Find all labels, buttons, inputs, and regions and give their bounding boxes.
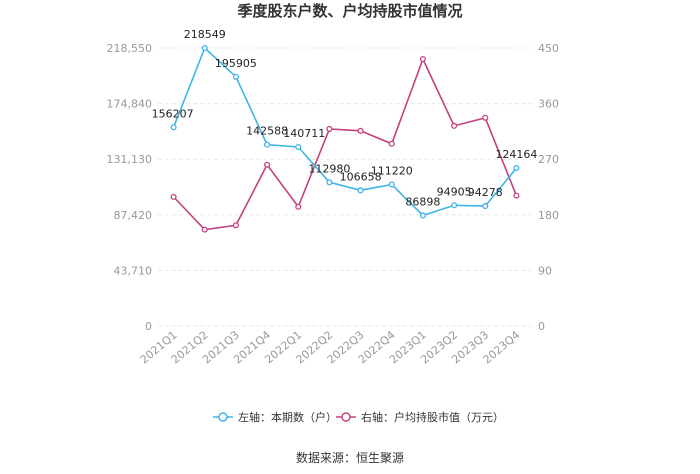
gridlines [158,47,532,327]
left-series-point[interactable] [295,143,302,151]
left-series-point[interactable] [201,44,208,52]
x-axis-ticks: 2021Q12021Q22021Q32021Q42022Q12022Q22022… [138,328,523,366]
right-axis-tick-label: 90 [538,264,552,277]
right-axis-tick-label: 0 [538,320,545,333]
left-series-line [172,46,518,217]
right-series-point[interactable] [419,56,426,63]
data-label: 112980 [308,162,350,175]
legend-item-left-series[interactable]: 左轴：本期数（户） [213,410,337,424]
left-axis-tick-label: 87,420 [114,209,153,222]
left-series-point[interactable] [419,212,426,219]
right-series-point[interactable] [388,140,395,147]
left-series-point[interactable] [232,73,239,80]
left-series-point[interactable] [451,202,458,209]
left-series-point[interactable] [482,203,489,210]
data-label: 111220 [371,165,413,178]
legend-item-right-series[interactable]: 右轴：户均持股市值（万元） [336,410,504,424]
source-text: 数据来源：恒生聚源 [296,450,404,465]
left-series-point[interactable] [264,141,271,148]
left-axis-tick-label: 43,710 [114,264,153,277]
legend[interactable]: 左轴：本期数（户） 右轴：户均持股市值（万元） [213,410,504,424]
left-series-point[interactable] [326,179,333,186]
data-label: 124164 [495,148,537,161]
left-axis-tick-label: 218,550 [107,42,153,55]
legend-swatch-marker [341,412,351,422]
right-axis-tick-label: 360 [538,98,559,111]
right-axis-tick-label: 270 [538,153,559,166]
right-series-point[interactable] [170,193,177,200]
legend-label: 左轴：本期数（户） [238,410,337,424]
left-series-point[interactable] [357,187,364,194]
right-series-point[interactable] [513,192,520,199]
left-axis-tick-label: 0 [145,320,152,333]
right-series-line [173,57,518,231]
right-series-point[interactable] [451,122,458,129]
data-label: 218549 [184,28,226,41]
chart-title: 季度股东户数、户均持股市值情况 [237,2,462,20]
data-label: 140711 [283,127,325,140]
left-series-point[interactable] [513,165,520,172]
data-label: 156207 [152,107,194,120]
right-series-point[interactable] [232,222,239,229]
right-series-point[interactable] [295,203,302,210]
right-axis-tick-label: 450 [538,42,559,55]
left-axis-ticks: 0 43,710 87,420 131,130 174,840 218,550 [107,42,153,333]
right-series-point[interactable] [357,127,364,134]
left-series-point[interactable] [388,181,395,188]
data-label: 94905 [437,185,472,198]
right-series-point[interactable] [264,161,271,168]
right-axis-tick-label: 180 [538,209,559,222]
right-series-point[interactable] [201,226,208,233]
left-axis-tick-label: 131,130 [107,153,153,166]
left-axis-tick-label: 174,840 [107,98,153,111]
data-label: 94278 [468,186,503,199]
right-axis-ticks: 0 90 180 270 360 450 [538,42,559,333]
data-label: 142588 [246,125,288,138]
right-series-point[interactable] [326,125,333,132]
left-series-point[interactable] [170,124,177,131]
right-series-point[interactable] [482,114,489,121]
data-label: 195905 [215,57,257,70]
legend-swatch-marker [218,412,228,422]
legend-label: 右轴：户均持股市值（万元） [361,410,504,424]
data-label: 86898 [405,195,440,208]
data-label: 106658 [340,170,382,183]
